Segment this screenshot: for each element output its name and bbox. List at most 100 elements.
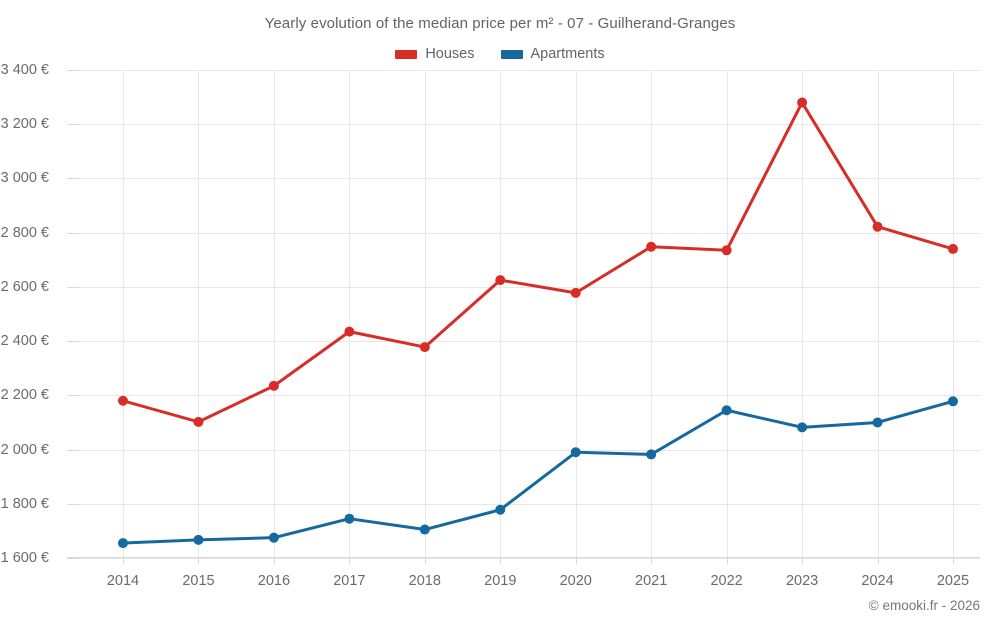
y-axis-tick-mark: [67, 558, 79, 559]
x-axis-tick-label: 2016: [257, 573, 291, 589]
x-axis-tick-label: 2014: [106, 573, 140, 589]
y-axis-tick-mark: [67, 232, 79, 234]
gridline-horizontal: [79, 558, 980, 559]
gridline-horizontal: [79, 341, 980, 343]
gridline-vertical: [424, 70, 426, 558]
y-axis-tick-mark: [67, 286, 79, 288]
y-axis-tick-label: 2 200 €: [0, 387, 49, 404]
x-axis-tick-mark: [424, 558, 426, 564]
y-axis-tick-label: 1 600 €: [0, 550, 49, 566]
gridline-vertical: [953, 70, 954, 558]
legend-label-apartments: Apartments: [530, 46, 605, 62]
y-axis-tick-label: 2 800 €: [0, 224, 49, 241]
series-layer: [118, 97, 958, 549]
x-axis-tick-mark: [123, 558, 124, 564]
data-point-houses-2025[interactable]: [948, 243, 958, 254]
legend-item-apartments[interactable]: Apartments: [500, 46, 605, 62]
data-point-apartments-2024[interactable]: [872, 417, 883, 428]
data-point-apartments-2023[interactable]: [797, 422, 808, 433]
y-axis-tick-mark: [67, 503, 79, 505]
data-point-houses-2019[interactable]: [495, 275, 506, 286]
x-axis-tick-mark: [726, 558, 728, 564]
x-axis-line: [67, 557, 980, 558]
y-axis-tick-mark: [67, 341, 79, 343]
gridline-vertical: [726, 70, 728, 558]
y-axis-tick-label: 3 400 €: [0, 62, 49, 78]
data-point-apartments-2019[interactable]: [495, 504, 506, 515]
data-point-houses-2024[interactable]: [872, 221, 883, 232]
y-axis-tick-mark: [67, 178, 79, 180]
x-axis-tick-mark: [575, 558, 577, 564]
data-point-apartments-2017[interactable]: [344, 513, 355, 524]
legend-swatch-houses: [395, 49, 418, 59]
gridline-vertical: [802, 70, 804, 558]
x-axis-tick-mark: [651, 558, 653, 564]
x-axis-tick-label: 2017: [333, 573, 366, 589]
y-axis-tick-label: 3 000 €: [0, 170, 49, 187]
data-point-apartments-2018[interactable]: [419, 524, 430, 535]
x-axis-tick-label: 2018: [408, 573, 441, 589]
gridline-vertical: [500, 70, 502, 558]
data-point-apartments-2020[interactable]: [570, 447, 581, 458]
x-axis-tick-label: 2024: [861, 573, 894, 589]
gridline-horizontal: [79, 178, 980, 180]
data-point-apartments-2014[interactable]: [118, 538, 128, 549]
x-axis-tick-mark: [877, 558, 879, 564]
gridline-vertical: [273, 70, 275, 558]
x-axis-tick-label: 2015: [182, 573, 215, 589]
y-axis-tick-mark: [67, 395, 79, 397]
data-point-apartments-2025[interactable]: [948, 396, 958, 407]
data-point-houses-2021[interactable]: [646, 241, 657, 252]
x-axis-tick-mark: [349, 558, 351, 564]
y-axis-tick-mark: [67, 124, 79, 126]
gridline-vertical: [123, 70, 124, 558]
data-point-houses-2018[interactable]: [419, 342, 430, 353]
data-point-apartments-2022[interactable]: [721, 405, 732, 416]
chart-legend: Houses Apartments: [0, 46, 1000, 62]
y-axis-tick-label: 2 400 €: [0, 333, 49, 350]
legend-swatch-apartments: [500, 49, 523, 59]
x-axis-tick-label: 2020: [559, 573, 592, 589]
data-point-houses-2017[interactable]: [344, 326, 355, 337]
x-axis-tick-mark: [802, 558, 804, 564]
data-point-houses-2022[interactable]: [721, 245, 732, 256]
x-axis-tick-mark: [198, 558, 200, 564]
x-axis-tick-label: 2023: [785, 573, 819, 589]
plot-area: 1 600 € 1 800 € 2 000 € 2 200 € 2 400 € 2 600…: [1, 62, 980, 589]
gridline-vertical: [198, 70, 200, 558]
gridline-vertical: [575, 70, 577, 558]
x-axis-tick-label: 2019: [484, 573, 517, 589]
gridline-vertical: [349, 70, 351, 558]
x-axis-tick-mark: [273, 558, 275, 564]
data-point-houses-2020[interactable]: [570, 287, 581, 298]
data-point-apartments-2016[interactable]: [268, 532, 279, 543]
x-axis-tick-mark: [500, 558, 502, 564]
y-axis-tick-label: 3 200 €: [0, 116, 49, 133]
gridline-horizontal: [79, 449, 980, 451]
gridline-horizontal: [79, 286, 980, 288]
data-point-houses-2016[interactable]: [268, 380, 279, 391]
gridline-horizontal: [79, 395, 980, 397]
x-axis-tick-label: 2021: [635, 573, 668, 589]
data-point-houses-2014[interactable]: [118, 395, 128, 406]
series-line-houses: [121, 101, 955, 424]
data-point-apartments-2021[interactable]: [646, 449, 657, 460]
x-axis-tick-label: 2025: [936, 573, 970, 589]
chart-title: Yearly evolution of the median price per…: [264, 15, 736, 32]
gridline-horizontal: [79, 70, 980, 71]
gridline-horizontal: [79, 232, 980, 234]
data-point-apartments-2015[interactable]: [193, 534, 204, 545]
series-line-apartments: [121, 399, 955, 545]
y-axis-tick-label: 2 000 €: [0, 441, 49, 458]
copyright-footer: © emooki.fr - 2026: [868, 598, 980, 613]
data-point-houses-2015[interactable]: [193, 416, 204, 427]
gridline-vertical: [877, 70, 879, 558]
y-axis-tick-mark: [67, 70, 79, 71]
legend-item-houses[interactable]: Houses: [395, 46, 475, 62]
data-point-houses-2023[interactable]: [797, 97, 808, 108]
legend-label-houses: Houses: [425, 46, 475, 62]
gridline-horizontal: [79, 503, 980, 505]
y-axis-tick-mark: [67, 449, 79, 451]
gridline-vertical: [651, 70, 653, 558]
